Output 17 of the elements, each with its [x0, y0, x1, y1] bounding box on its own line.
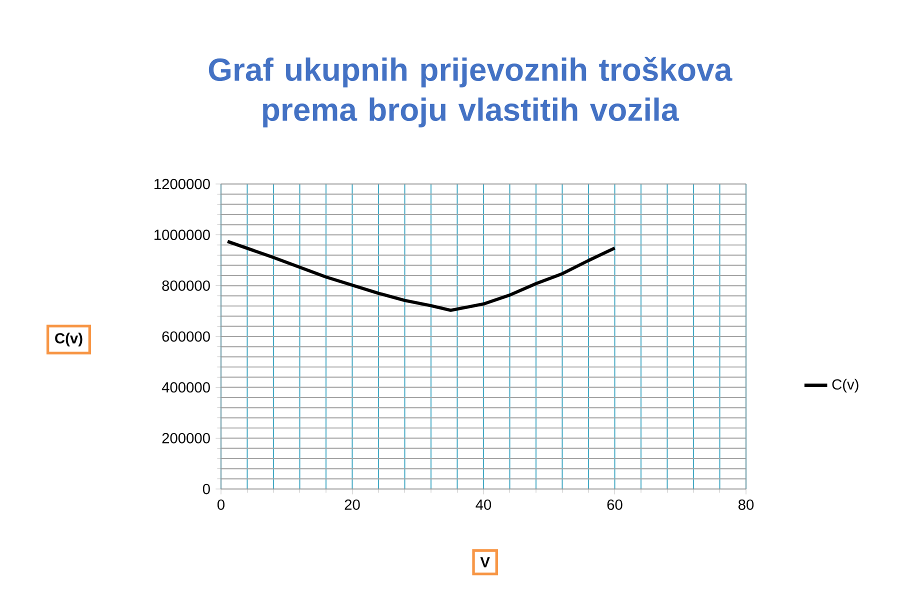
y-axis-title: C(v) — [55, 332, 82, 346]
y-tick-label: 600000 — [162, 331, 210, 342]
y-tick-label: 200000 — [162, 432, 210, 444]
legend-label: C(v) — [832, 378, 858, 393]
chart-title: Graf ukupnih prijevoznih troškova prema broju vlastitih vozila — [208, 56, 732, 128]
y-tick-label: 800000 — [162, 280, 210, 291]
x-tick-label: 20 — [344, 500, 360, 510]
line-series — [226, 240, 616, 312]
y-tick-label: 1000000 — [154, 230, 210, 240]
x-tick-label: 60 — [607, 500, 622, 510]
y-tick-label: 400000 — [162, 382, 210, 393]
x-tick-label: 0 — [217, 500, 224, 510]
y-tick-label: 1200000 — [154, 178, 210, 190]
x-tick-label: 40 — [476, 500, 492, 510]
x-tick-label: 80 — [738, 500, 754, 510]
x-axis-title: V — [480, 557, 490, 568]
y-tick-label: 0 — [202, 484, 210, 494]
